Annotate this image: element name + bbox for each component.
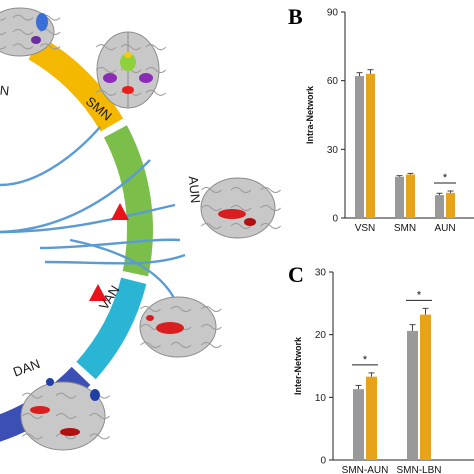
b-bar (395, 176, 404, 218)
segment-label: N (0, 83, 10, 99)
brain-icon (20, 378, 110, 451)
panel-b-letter: B (288, 4, 303, 29)
brain-icon (95, 31, 167, 109)
b-bar (366, 73, 375, 218)
significance-triangle (111, 203, 129, 220)
b-category-label: SMN (394, 223, 416, 234)
segment-aun (103, 125, 153, 277)
c-category-label: SMN-AUN (342, 465, 389, 474)
chart-inter-network: 0 10 20 30 Inter-Network * SMN-AUN * SMN-LBN (293, 268, 474, 474)
c-y-tick-label: 10 (315, 393, 327, 404)
connection-curve (39, 238, 181, 250)
c-sig-star: * (417, 289, 422, 301)
connection-curve (0, 159, 151, 234)
b-bar (435, 195, 444, 218)
c-y-axis-title: Inter-Network (293, 336, 303, 395)
brain-icon (139, 296, 222, 358)
c-sig-star: * (363, 354, 368, 366)
connection-curve (0, 203, 176, 234)
b-bar (446, 192, 455, 218)
c-bar (366, 376, 377, 460)
connection-curve (44, 253, 186, 265)
brain-icon (200, 177, 281, 239)
significance-triangle (89, 284, 107, 301)
b-bar (355, 76, 364, 218)
c-y-tick-label: 0 (320, 456, 326, 467)
c-y-tick-label: 20 (315, 330, 327, 341)
c-y-tick-label: 30 (315, 268, 327, 279)
b-category-label: AUN (434, 223, 455, 234)
segment-label: DAN (11, 356, 42, 379)
b-y-tick-label: 30 (327, 145, 339, 156)
b-y-axis-title: Intra-Network (305, 85, 315, 144)
c-bar (353, 389, 364, 460)
c-bar (407, 330, 418, 460)
c-bar (420, 314, 431, 460)
b-sig-star: * (443, 172, 448, 184)
connection-curves (0, 126, 186, 301)
segment-label: AUN (186, 175, 203, 204)
segment-van (76, 277, 147, 380)
segment-smn (28, 36, 124, 132)
b-category-label: VSN (355, 223, 376, 234)
b-y-tick-label: 0 (332, 214, 338, 225)
connection-curve (0, 126, 101, 187)
b-bar (406, 174, 415, 218)
connection-curve (69, 238, 177, 301)
c-category-label: SMN-LBN (396, 465, 441, 474)
brain-icon (0, 7, 61, 57)
chart-intra-network: 0 30 60 90 Intra-Network VSN SMN * AUN (305, 8, 474, 234)
panel-c-letter: C (288, 262, 304, 287)
b-y-tick-label: 90 (327, 8, 339, 19)
significance-markers (89, 203, 129, 301)
brain-images (0, 7, 281, 451)
b-y-tick-label: 60 (327, 76, 339, 87)
